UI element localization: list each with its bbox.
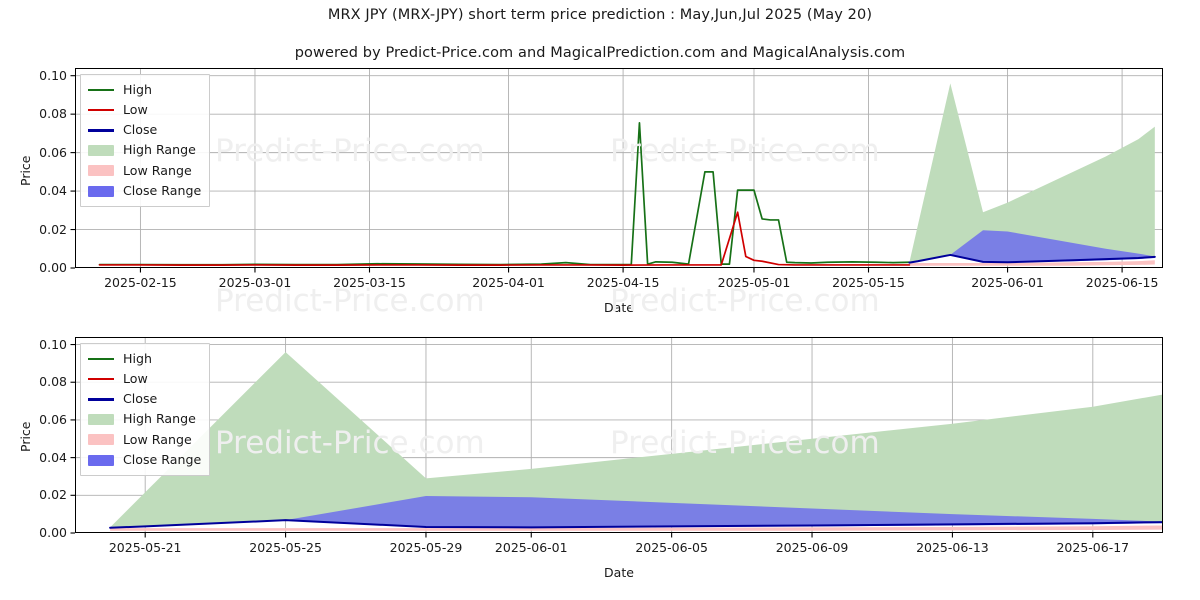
legend-item-close: Close <box>88 120 201 140</box>
legend-label: High <box>123 350 152 366</box>
legend-swatch-close-range-icon <box>88 185 114 197</box>
xtick-label: 2025-06-01 <box>971 275 1044 290</box>
legend-item-high: High <box>88 349 201 369</box>
bottom-chart-axes <box>75 337 1163 533</box>
chart-title: MRX JPY (MRX-JPY) short term price predi… <box>327 7 873 23</box>
legend-label: High <box>123 81 152 97</box>
legend-swatch-close-icon <box>88 398 114 401</box>
legend-label: Low <box>123 101 148 117</box>
top-chart-xlabel: Date <box>604 300 634 315</box>
legend-label: Low Range <box>123 431 192 447</box>
xtick-label: 2025-06-09 <box>775 540 849 555</box>
legend-swatch-low-range-icon <box>88 434 114 446</box>
xtick-label: 2025-05-15 <box>832 275 905 290</box>
legend-item-low-range: Low Range <box>88 161 201 181</box>
bottom-chart-legend: High Low Close High Range Low Range Close Ran… <box>80 343 211 477</box>
top-chart-plot <box>75 68 1163 268</box>
legend-label: Low Range <box>123 162 192 178</box>
ytick-label: 0.04 <box>39 449 67 465</box>
top-chart-ylabel: Price <box>18 155 33 187</box>
legend-label: High Range <box>123 142 196 158</box>
xtick-label: 2025-04-15 <box>586 275 660 290</box>
ytick-label: 0.08 <box>39 106 67 122</box>
xtick-label: 2025-05-25 <box>249 540 322 555</box>
legend-label: Close <box>123 391 158 407</box>
legend-item-high-range: High Range <box>88 141 201 161</box>
legend-swatch-high-icon <box>88 88 114 92</box>
xtick-label: 2025-06-17 <box>1056 540 1130 555</box>
legend-swatch-high-range-icon <box>88 414 114 426</box>
legend-swatch-close-icon <box>88 129 114 132</box>
legend-swatch-low-icon <box>88 378 114 381</box>
legend-item-high: High <box>88 80 201 100</box>
legend-label: Close Range <box>123 451 202 467</box>
legend-swatch-low-icon <box>88 109 114 112</box>
ytick-label: 0.00 <box>39 525 67 540</box>
xtick-label: 2025-05-29 <box>389 540 463 555</box>
xtick-label: 2025-05-01 <box>717 275 791 290</box>
legend-item-close-range: Close Range <box>88 450 201 470</box>
bottom-chart-plot <box>75 337 1163 533</box>
legend-item-low-range: Low Range <box>88 430 201 450</box>
ytick-label: 0.10 <box>39 67 67 83</box>
legend-label: Close Range <box>123 182 202 198</box>
xtick-label: 2025-06-15 <box>1085 275 1159 290</box>
legend-label: High Range <box>123 411 196 427</box>
ytick-label: 0.08 <box>39 374 67 390</box>
legend-swatch-low-range-icon <box>88 165 114 177</box>
legend-swatch-close-range-icon <box>88 454 114 466</box>
xtick-label: 2025-04-01 <box>472 275 545 290</box>
xtick-label: 2025-06-01 <box>494 540 568 555</box>
legend-label: Low <box>123 370 148 386</box>
legend-item-low: Low <box>88 100 201 120</box>
ytick-label: 0.06 <box>39 144 67 160</box>
legend-item-close: Close <box>88 389 201 409</box>
bottom-chart-xlabel: Date <box>604 565 634 580</box>
legend-item-high-range: High Range <box>88 410 201 430</box>
top-chart-axes <box>75 68 1163 268</box>
xtick-label: 2025-03-15 <box>333 275 406 290</box>
ytick-label: 0.00 <box>39 260 67 275</box>
ytick-label: 0.06 <box>39 411 67 427</box>
ytick-label: 0.10 <box>39 336 67 352</box>
xtick-label: 2025-06-05 <box>635 540 708 555</box>
legend-swatch-high-range-icon <box>88 145 114 157</box>
legend-label: Close <box>123 122 158 138</box>
xtick-label: 2025-06-13 <box>916 540 989 555</box>
ytick-label: 0.02 <box>39 221 67 237</box>
legend-swatch-high-icon <box>88 357 114 361</box>
legend-item-low: Low <box>88 369 201 389</box>
top-chart-legend: High Low Close High Range Low Range Close Ran… <box>80 74 211 208</box>
ytick-label: 0.04 <box>39 183 67 199</box>
legend-item-close-range: Close Range <box>88 181 201 201</box>
chart-subtitle: powered by Predict-Price.com and Magical… <box>294 45 906 61</box>
xtick-label: 2025-02-15 <box>104 275 177 290</box>
xtick-label: 2025-05-21 <box>108 540 182 555</box>
xtick-label: 2025-03-01 <box>218 275 292 290</box>
ytick-label: 0.02 <box>39 487 67 503</box>
